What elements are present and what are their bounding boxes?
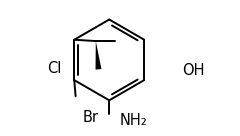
Text: Cl: Cl [48, 61, 62, 76]
Text: OH: OH [182, 63, 204, 78]
Text: Br: Br [83, 110, 99, 125]
Text: NH₂: NH₂ [120, 113, 147, 128]
Polygon shape [96, 41, 102, 70]
